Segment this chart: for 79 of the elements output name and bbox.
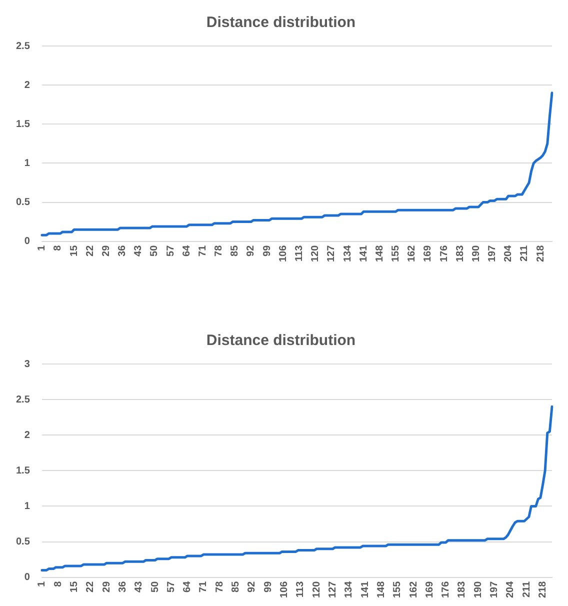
x-tick-label: 162	[406, 244, 418, 262]
x-tick-label: 169	[422, 244, 434, 262]
x-tick-label: 50	[149, 244, 160, 256]
x-tick-label: 162	[408, 580, 420, 598]
x-tick-label: 127	[326, 244, 338, 262]
x-tick-label: 85	[230, 580, 242, 592]
y-tick-label: 2.5	[16, 40, 30, 52]
x-tick-label: 92	[246, 244, 257, 256]
x-tick-label: 127	[327, 580, 338, 598]
y-tick-label: 2	[24, 80, 30, 91]
x-tick-label: 43	[134, 580, 145, 592]
y-tick-label: 3	[24, 358, 30, 370]
y-tick-label: 0	[24, 236, 30, 248]
x-tick-label: 22	[85, 580, 96, 592]
x-tick-label: 218	[538, 580, 549, 598]
chart-title: Distance distribution	[206, 332, 356, 350]
x-tick-label: 1	[36, 244, 48, 251]
x-tick-label: 204	[505, 580, 516, 598]
x-tick-label: 106	[278, 244, 289, 262]
x-tick-label: 113	[294, 244, 305, 262]
x-tick-label: 176	[440, 580, 452, 598]
chart-title: Distance distribution	[206, 14, 356, 32]
x-tick-label: 78	[214, 580, 226, 592]
x-tick-label: 29	[100, 244, 112, 256]
x-tick-label: 148	[374, 244, 386, 262]
x-tick-label: 43	[133, 244, 144, 256]
y-tick-label: 1.5	[16, 465, 30, 476]
x-tick-label: 120	[310, 244, 322, 262]
x-tick-label: 190	[470, 244, 482, 262]
x-tick-label: 1	[36, 580, 48, 587]
y-tick-label: 0.5	[16, 197, 30, 208]
x-tick-label: 134	[342, 244, 354, 262]
y-tick-label: 0.5	[16, 536, 30, 548]
x-tick-label: 218	[535, 244, 546, 262]
x-tick-label: 183	[454, 244, 466, 262]
x-tick-label: 8	[52, 244, 64, 251]
x-tick-label: 211	[521, 580, 532, 598]
y-tick-label: 0	[24, 572, 30, 584]
x-tick-label: 169	[424, 580, 436, 598]
x-tick-label: 134	[344, 580, 355, 598]
x-tick-label: 15	[68, 244, 80, 256]
x-tick-label: 36	[117, 244, 128, 256]
y-tick-label: 1	[24, 500, 30, 512]
x-tick-label: 71	[198, 580, 210, 592]
y-tick-label: 2.5	[16, 394, 30, 406]
x-tick-label: 183	[456, 580, 468, 598]
x-tick-label: 197	[487, 244, 498, 262]
x-tick-label: 197	[489, 580, 500, 598]
y-tick-label: 1	[24, 158, 30, 169]
y-tick-label: 1.5	[16, 118, 30, 130]
y-tick-label: 2	[24, 430, 30, 441]
x-tick-label: 85	[230, 244, 241, 256]
x-tick-label: 211	[519, 244, 530, 262]
x-tick-label: 141	[360, 580, 371, 598]
x-tick-label: 29	[101, 580, 112, 592]
x-tick-label: 148	[376, 580, 387, 598]
x-tick-label: 92	[246, 580, 258, 592]
x-tick-label: 155	[392, 580, 404, 598]
x-tick-label: 176	[438, 244, 450, 262]
x-tick-label: 64	[182, 580, 194, 592]
x-tick-label: 57	[166, 580, 177, 592]
x-tick-label: 120	[311, 580, 322, 598]
x-tick-label: 78	[214, 244, 225, 256]
x-tick-label: 57	[165, 244, 176, 256]
x-tick-label: 99	[262, 244, 273, 256]
x-tick-label: 50	[150, 580, 161, 592]
x-tick-label: 99	[262, 580, 274, 592]
x-tick-label: 15	[68, 580, 80, 592]
x-tick-label: 141	[358, 244, 370, 262]
x-tick-label: 155	[390, 244, 402, 262]
x-tick-label: 36	[117, 580, 128, 592]
x-tick-label: 204	[503, 244, 514, 262]
x-tick-label: 71	[197, 244, 208, 256]
x-tick-label: 113	[295, 580, 306, 598]
x-tick-label: 8	[52, 580, 64, 587]
x-tick-label: 106	[279, 580, 290, 598]
x-tick-label: 64	[181, 244, 192, 256]
x-tick-label: 190	[472, 580, 484, 598]
x-tick-label: 22	[84, 244, 96, 256]
